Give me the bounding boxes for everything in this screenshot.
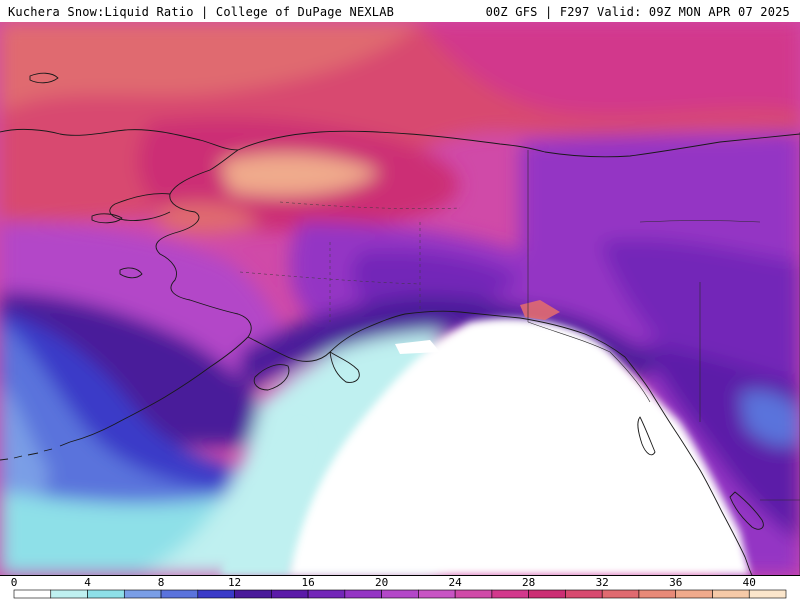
wrangel-island (29, 72, 59, 84)
legend-swatch (87, 589, 125, 599)
alaska-west-coast (155, 149, 239, 301)
field-sw-light-blue (0, 382, 50, 502)
admin-lines (239, 201, 461, 322)
legend-swatch (491, 589, 529, 599)
legend-swatch (712, 589, 750, 599)
panhandle-border (527, 321, 651, 403)
alaska-south-coast (247, 310, 626, 362)
alaska-peninsula (69, 299, 252, 443)
political-borders (527, 132, 800, 575)
field-southcentral-inner (351, 250, 520, 313)
legend-swatch (197, 589, 235, 599)
legend-swatch (454, 589, 493, 599)
gulf-low-ratio (220, 318, 750, 575)
kodiak-island (253, 364, 290, 391)
nunivak-island (119, 267, 143, 279)
color-scale-legend: 0 4 8 12 16 20 24 28 32 36 40 (0, 576, 800, 600)
legend-swatch (601, 589, 640, 599)
field-north-salmon (0, 22, 420, 112)
legend-swatch (307, 589, 346, 599)
legend-swatch (123, 589, 162, 599)
map-header: Kuchera Snow:Liquid Ratio | College of D… (0, 0, 800, 23)
legend-tick-label: 0 (11, 576, 18, 589)
coastlines (0, 72, 800, 575)
legend-tick-label: 20 (375, 576, 388, 589)
snow-liquid-ratio-map (0, 22, 800, 576)
field-gulf-white (290, 318, 750, 575)
legend-swatch (344, 589, 382, 599)
seward-peninsula (109, 193, 171, 221)
product-title: Kuchera Snow:Liquid Ratio | College of D… (8, 5, 395, 19)
alaska-north-coast (237, 130, 800, 158)
legend-swatch (528, 589, 566, 599)
kenai-peninsula (329, 351, 360, 383)
field-gulf-speckle (395, 340, 440, 354)
state-borders (639, 132, 800, 575)
legend-swatch (234, 589, 272, 599)
siberia-coast (0, 128, 239, 151)
color-scale-svg: 0 4 8 12 16 20 24 28 32 36 40 (11, 576, 787, 599)
legend-swatch (381, 589, 419, 599)
field-blue-pocket (520, 300, 560, 320)
legend-tick-label: 36 (669, 576, 682, 589)
field-northeast-magenta (420, 22, 800, 115)
legend-swatch (565, 589, 603, 599)
model-run-valid-time: 00Z GFS | F297 Valid: 09Z MON APR 07 202… (485, 5, 790, 19)
legend-tick-label: 24 (449, 576, 463, 589)
legend-swatch (748, 589, 787, 599)
legend-swatch (638, 589, 677, 599)
aleutians (0, 441, 71, 461)
legend-tick-label: 8 (158, 576, 165, 589)
legend-swatch (418, 589, 456, 599)
legend-tick-label: 16 (301, 576, 314, 589)
legend-swatch (160, 589, 199, 599)
legend-swatch (50, 589, 88, 599)
vancouver-island (729, 491, 764, 530)
panhandle-coast (624, 356, 753, 575)
st-lawrence-island (91, 213, 123, 224)
legend-swatch (675, 589, 713, 599)
field-peach-core (220, 153, 380, 196)
legend-tick-label: 12 (228, 576, 241, 589)
legend-tick-label: 32 (596, 576, 609, 589)
legend-swatch (271, 589, 309, 599)
haida-gwaii (637, 416, 656, 456)
field-gulf-cyan-edge (220, 422, 310, 575)
field-coast-deep (240, 295, 660, 392)
legend-swatch (13, 589, 52, 599)
field-rockies-blue (740, 390, 800, 447)
legend-tick-label: 40 (743, 576, 756, 589)
field-sw-periwinkle (0, 322, 230, 532)
admin-line-4 (279, 201, 461, 209)
legend-tick-label: 28 (522, 576, 535, 589)
legend-tick-label: 4 (84, 576, 91, 589)
